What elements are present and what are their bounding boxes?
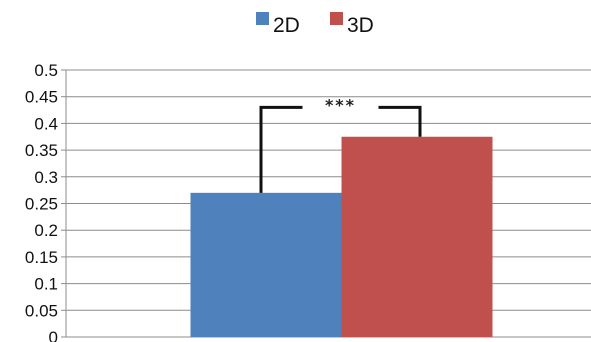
legend-swatch-3d — [330, 12, 343, 25]
y-tick-label: 0.1 — [34, 275, 58, 294]
y-axis-tick-labels: 0 0.05 0.1 0.15 0.2 0.25 0.3 0.35 0.4 0.45 0.5 — [25, 61, 58, 342]
significance-annotation: *** — [259, 95, 422, 193]
y-tick-label: 0.05 — [25, 301, 58, 320]
legend-swatch-2d — [256, 12, 269, 25]
y-tick-label: 0.15 — [25, 248, 58, 267]
y-tick-label: 0.45 — [25, 88, 58, 107]
y-tick-label: 0 — [49, 328, 58, 342]
bracket-right — [378, 105, 422, 137]
bar-3d — [341, 136, 493, 337]
legend-label-2d: 2D — [273, 14, 300, 37]
significance-marker: *** — [325, 95, 356, 114]
y-tick-label: 0.4 — [34, 114, 58, 133]
legend: 2D 3D — [256, 12, 374, 37]
y-tick-label: 0.35 — [25, 141, 58, 160]
bracket-left — [259, 105, 303, 193]
bar-2d — [190, 192, 342, 337]
y-tick-label: 0.3 — [34, 168, 58, 187]
y-tick-label: 0.2 — [34, 221, 58, 240]
bars — [190, 136, 493, 337]
y-tick-label: 0.5 — [34, 61, 58, 80]
y-tick-label: 0.25 — [25, 195, 58, 214]
legend-label-3d: 3D — [347, 14, 374, 37]
